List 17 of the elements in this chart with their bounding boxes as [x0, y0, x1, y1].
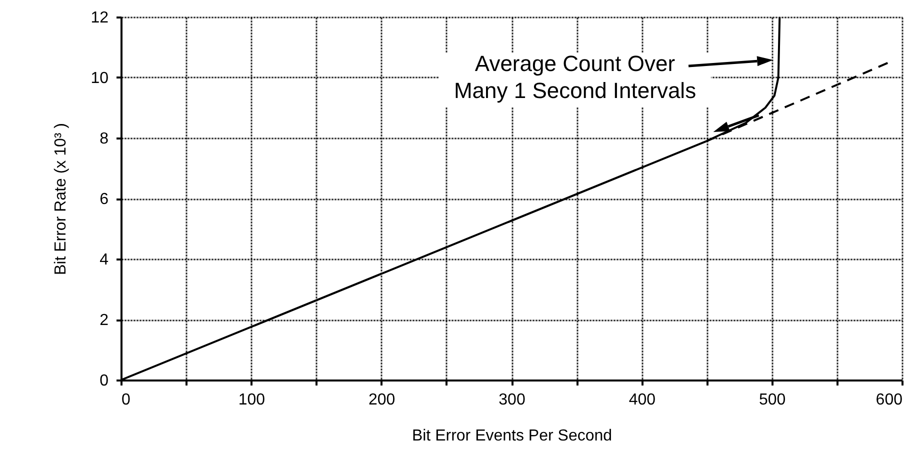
y-tick-label: 0: [100, 372, 109, 390]
x-tick-label: 500: [758, 392, 786, 408]
x-tick-label: 200: [368, 392, 396, 408]
x-axis-title: Bit Error Events Per Second: [412, 428, 612, 444]
x-tick-label: 100: [238, 392, 266, 408]
y-tick-label: 8: [100, 130, 109, 148]
x-tick-label: 300: [498, 392, 526, 408]
y-tick-label: 10: [90, 70, 109, 87]
y-tick-label: 4: [100, 252, 109, 268]
x-tick-label: 400: [628, 392, 656, 408]
y-axis-title: Bit Error Rate (x 10³ ): [52, 122, 70, 276]
x-tick-label: 600: [876, 392, 903, 408]
y-tick-label: 6: [100, 191, 109, 208]
y-tick-label: 2: [100, 312, 109, 329]
annotation: Average Count Over Many 1 Second Intervals: [454, 51, 696, 103]
y-tick-label: 12: [90, 10, 109, 26]
x-tick-label: 0: [122, 392, 130, 408]
